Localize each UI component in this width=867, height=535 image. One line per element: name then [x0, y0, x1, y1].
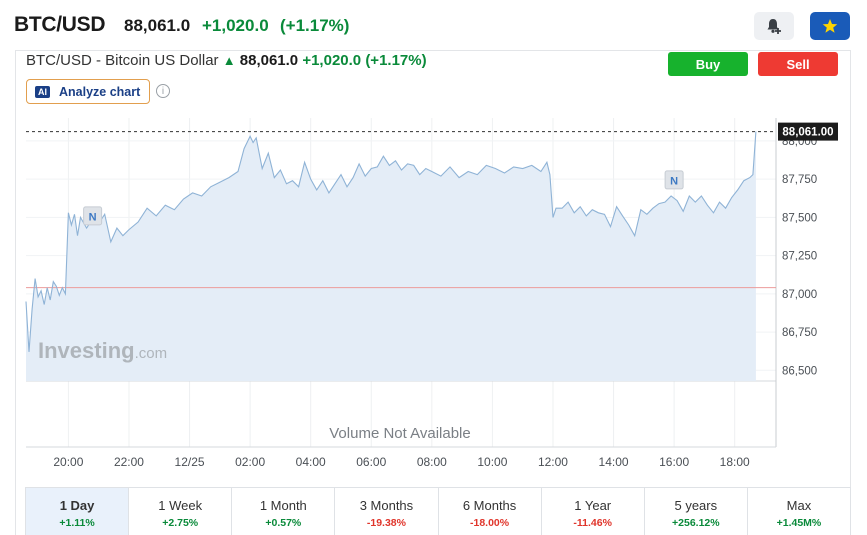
timeframe-label: Max	[786, 498, 812, 513]
timeframe-tab-5[interactable]: 1 Year -11.46%	[542, 488, 645, 535]
timeframe-change: -11.46%	[573, 517, 612, 529]
y-tick-label-3: 87,250	[782, 251, 817, 263]
x-tick-label-2: 12/25	[175, 455, 205, 469]
price-change: +1,020.0	[202, 16, 269, 35]
investing-watermark: Investing.com	[38, 338, 167, 363]
last-price: 88,061.0	[124, 16, 191, 35]
chart-change: +1,020.0	[302, 52, 362, 69]
x-tick-label-10: 16:00	[659, 455, 689, 469]
current-price-tag-text: 88,061.00	[782, 127, 833, 139]
volume-not-available: Volume Not Available	[329, 425, 470, 442]
up-arrow-icon: ▲	[222, 53, 236, 68]
timeframe-label: 1 Year	[574, 498, 612, 513]
price-chart[interactable]: 86,500 86,750 87,000 87,250 87,500 87,750 88,0…	[0, 0, 867, 487]
news-marker-0[interactable]: N	[83, 206, 103, 226]
timeframe-tab-2[interactable]: 1 Month +0.57%	[232, 488, 336, 535]
timeframe-tab-1[interactable]: 1 Week +2.75%	[129, 488, 233, 535]
timeframe-label: 6 Months	[462, 498, 517, 513]
timeframe-label: 1 Week	[158, 498, 203, 513]
x-tick-label-4: 04:00	[296, 455, 326, 469]
current-price-tag: 88,061.00	[778, 122, 838, 141]
x-tick-label-8: 12:00	[538, 455, 568, 469]
x-tick-label-6: 08:00	[417, 455, 447, 469]
svg-text:N: N	[89, 211, 97, 223]
y-tick-label-4: 87,500	[782, 212, 817, 224]
timeframe-tab-6[interactable]: 5 years +256.12%	[645, 488, 748, 535]
timeframe-change: +1.45M%	[776, 517, 822, 529]
timeframe-change: +1.11%	[59, 517, 95, 529]
y-tick-label-5: 87,750	[782, 174, 817, 186]
timeframe-tab-4[interactable]: 6 Months -18.00%	[439, 488, 542, 535]
x-tick-label-5: 06:00	[356, 455, 386, 469]
current-price-tag-bg	[778, 122, 838, 141]
ai-icon: AI	[35, 85, 50, 98]
sell-button[interactable]: Sell	[758, 52, 838, 76]
timeframe-change: -19.38%	[366, 517, 406, 529]
timeframe-label: 1 Month	[259, 498, 307, 513]
y-axis: 86,50086,75087,00087,25087,50087,75088,0…	[782, 136, 817, 377]
timeframe-change: +256.12%	[672, 517, 720, 529]
y-tick-label-2: 87,000	[782, 289, 817, 301]
timeframe-change: +2.75%	[162, 517, 199, 529]
chart-instrument-name: BTC/USD - Bitcoin US Dollar	[26, 52, 219, 69]
x-tick-label-9: 14:00	[599, 455, 629, 469]
svg-text:N: N	[670, 175, 678, 187]
timeframe-tab-7[interactable]: Max +1.45M%	[748, 488, 850, 535]
add-alert-button[interactable]	[754, 12, 794, 40]
analyze-chart-label: Analyze chart	[59, 84, 141, 99]
chart-title: BTC/USD - Bitcoin US Dollar ▲ 88,061.0 +…	[26, 52, 427, 69]
price-change-percent: (+1.17%)	[280, 16, 350, 35]
timeframe-label: 5 years	[674, 498, 718, 513]
add-to-watchlist-button[interactable]	[810, 12, 850, 40]
x-axis: 20:00 22:00 12/25 02:00 04:00 06:00 08:00 10:00…	[53, 455, 750, 469]
buy-button[interactable]: Buy	[668, 52, 748, 76]
symbol-title: BTC/USD	[14, 13, 106, 36]
news-marker-1[interactable]: N	[664, 170, 684, 190]
timeframe-bar: 1 Day +1.11% 1 Week +2.75% 1 Month +0.57% 3 Mo…	[25, 487, 851, 535]
timeframe-change: +0.57%	[265, 517, 302, 529]
price-area-fill	[26, 131, 756, 381]
y-tick-label-0: 86,500	[782, 365, 817, 377]
y-tick-label-1: 86,750	[782, 327, 817, 339]
news-markers: NN	[83, 170, 684, 226]
x-tick-label-1: 22:00	[114, 455, 144, 469]
timeframe-tab-3[interactable]: 3 Months -19.38%	[335, 488, 439, 535]
x-tick-label-7: 10:00	[477, 455, 507, 469]
star-icon	[822, 19, 838, 33]
timeframe-tab-0[interactable]: 1 Day +1.11%	[26, 488, 130, 535]
chart-price: 88,061.0	[239, 52, 299, 69]
x-tick-label-11: 18:00	[720, 455, 750, 469]
chart-change-percent: (+1.17%)	[365, 52, 427, 69]
x-tick-label-3: 02:00	[235, 455, 265, 469]
timeframe-change: -18.00%	[470, 517, 510, 529]
timeframe-label: 3 Months	[359, 498, 414, 513]
timeframe-label: 1 Day	[59, 498, 95, 513]
chart-panel	[15, 50, 851, 535]
bell-plus-icon	[767, 19, 781, 34]
x-tick-label-0: 20:00	[53, 455, 83, 469]
quote-header: BTC/USD 88,061.0 +1,020.0 (+1.17%)	[0, 0, 867, 50]
analyze-chart-button[interactable]: AI Analyze chart	[26, 79, 150, 104]
info-icon[interactable]: i	[156, 84, 170, 98]
